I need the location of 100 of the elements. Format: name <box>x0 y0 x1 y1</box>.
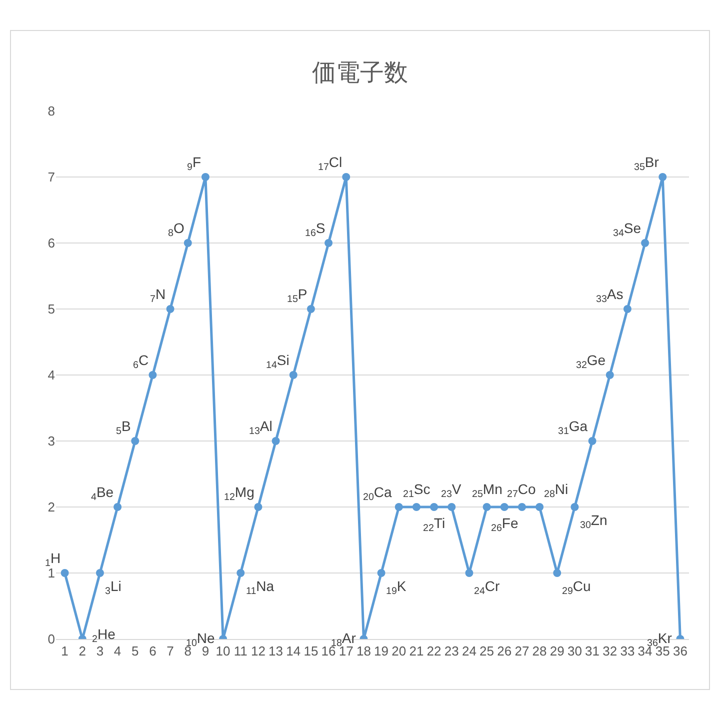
annotation: $_{28}$Ni <box>544 481 568 500</box>
annotation: $_{30}$Zn <box>580 512 608 531</box>
annotation: $_{7}$N <box>150 286 166 305</box>
x-tick-label: 31 <box>585 644 600 659</box>
annotation: $_{3}$Li <box>105 578 122 597</box>
annotation: $_{31}$Ga <box>558 418 588 437</box>
x-tick-label: 30 <box>567 644 582 659</box>
point <box>114 503 122 511</box>
point <box>641 239 650 247</box>
point <box>394 503 403 511</box>
x-tick-label: 12 <box>250 644 266 659</box>
annotation: $_{24}$Cr <box>474 578 500 597</box>
annotation: $_{21}$Sc <box>403 481 430 500</box>
x-tick-label: 15 <box>304 644 318 659</box>
point <box>553 569 562 577</box>
x-tick-label: 33 <box>620 644 635 659</box>
x-tick-label: 20 <box>392 644 406 659</box>
y-tick-label: 4 <box>48 368 55 383</box>
x-tick-label: 6 <box>149 644 156 659</box>
point <box>606 371 614 379</box>
annotation: $_{19}$K <box>386 578 407 597</box>
annotation: $_{13}$Al <box>249 418 272 437</box>
x-tick-label: 21 <box>409 644 424 659</box>
point <box>588 437 596 445</box>
point <box>430 503 438 511</box>
x-tick-label: 29 <box>550 644 564 659</box>
point <box>570 503 579 511</box>
annotation: $_{11}$Na <box>246 578 274 597</box>
point <box>482 503 491 511</box>
point <box>201 173 210 181</box>
point <box>184 239 192 247</box>
y-tick-label: 2 <box>48 500 55 515</box>
annotation: $_{34}$Se <box>613 220 642 239</box>
point <box>289 371 298 379</box>
y-tick-label: 6 <box>48 236 55 251</box>
annotation: $_{15}$P <box>287 286 308 305</box>
point <box>254 503 262 511</box>
point <box>377 569 386 577</box>
x-tick-label: 10 <box>216 644 230 659</box>
annotation: $_{20}$Ca <box>363 484 392 503</box>
x-tick-label: 3 <box>96 644 104 659</box>
annotation: $_{27}$Co <box>507 481 536 500</box>
point <box>536 503 544 511</box>
annotation: $_{16}$S <box>305 220 326 239</box>
x-tick-label: 11 <box>234 644 248 659</box>
point <box>623 305 632 313</box>
point <box>96 569 104 577</box>
x-tick-label: 26 <box>497 644 512 659</box>
y-tick-label: 7 <box>48 170 55 185</box>
x-tick-label: 23 <box>444 644 459 659</box>
annotation: $_{17}$Cl <box>318 154 342 173</box>
point <box>131 437 140 445</box>
x-tick-label: 5 <box>132 644 139 659</box>
x-tick-label: 18 <box>356 644 371 659</box>
x-tick-label: 2 <box>78 644 86 659</box>
y-tick-label: 8 <box>48 104 55 119</box>
point <box>518 503 526 511</box>
point <box>658 173 667 181</box>
annotation: $_{12}$Mg <box>224 484 254 503</box>
annotation: $_{4}$Be <box>91 484 114 503</box>
x-tick-label: 27 <box>514 644 530 659</box>
point <box>342 173 350 181</box>
point <box>148 371 157 379</box>
annotation: $_{5}$B <box>116 418 131 437</box>
point <box>60 569 69 577</box>
annotation: $_{2}$He <box>92 626 116 645</box>
annotation: $_{6}$C <box>133 352 149 371</box>
x-tick-label: 36 <box>672 644 688 659</box>
annotation: $_{23}$V <box>441 481 462 500</box>
point <box>448 503 456 511</box>
annotation: $_{25}$Mn <box>472 481 502 500</box>
x-tick-label: 22 <box>426 644 442 659</box>
point <box>500 503 508 511</box>
annotation: $_{9}$F <box>187 154 202 173</box>
point <box>412 503 420 511</box>
annotation: $_{26}$Fe <box>491 515 518 534</box>
point <box>306 305 315 313</box>
annotation: $_{35}$Br <box>634 154 660 173</box>
y-tick-label: 3 <box>48 434 55 449</box>
x-tick-label: 1 <box>61 644 68 659</box>
x-tick-label: 19 <box>374 644 389 659</box>
x-tick-label: 28 <box>532 644 547 659</box>
y-tick-label: 5 <box>48 302 55 317</box>
x-tick-label: 25 <box>480 644 494 659</box>
point <box>166 305 174 313</box>
annotation: $_{22}$Ti <box>423 515 446 534</box>
y-tick-label: 0 <box>48 632 55 647</box>
annotation: $_{33}$As <box>596 286 624 305</box>
annotation: $_{29}$Cu <box>562 578 591 597</box>
annotation: $_{32}$Ge <box>576 352 606 371</box>
x-tick-label: 7 <box>166 644 174 659</box>
annotation: $_{8}$O <box>168 220 184 239</box>
x-tick-label: 24 <box>462 644 476 659</box>
point <box>324 239 333 247</box>
point <box>236 569 245 577</box>
point <box>272 437 280 445</box>
annotation: $_{14}$Si <box>266 352 290 371</box>
x-tick-label: 13 <box>268 644 284 659</box>
x-tick-label: 4 <box>114 644 122 659</box>
point <box>465 569 474 577</box>
